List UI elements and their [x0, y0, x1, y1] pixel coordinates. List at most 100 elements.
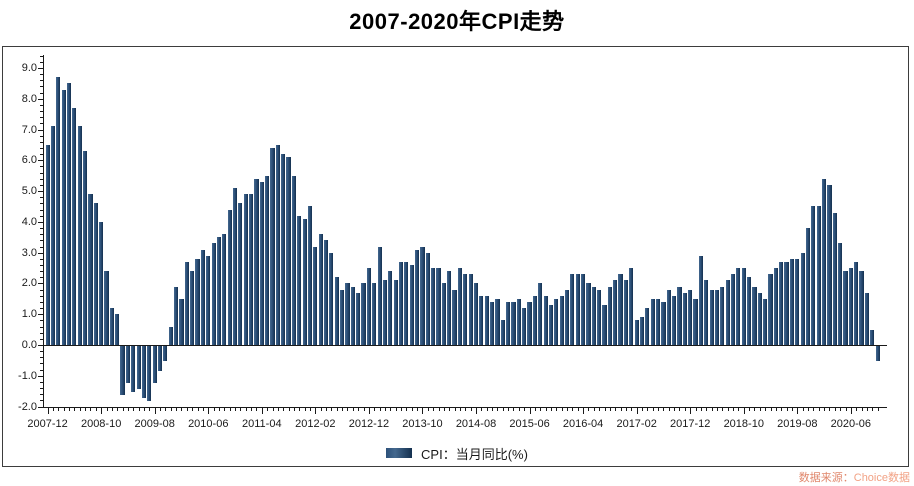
x-axis-minor-tick — [283, 408, 285, 411]
x-axis-minor-tick — [170, 408, 172, 411]
x-axis-minor-tick — [642, 408, 643, 411]
cpi-bar — [313, 246, 318, 345]
y-axis-line — [43, 55, 44, 408]
cpi-bar — [586, 283, 591, 345]
y-axis-minor-tick — [40, 357, 43, 359]
cpi-bar — [457, 268, 463, 345]
cpi-bar — [800, 252, 805, 345]
cpi-bar — [168, 326, 173, 345]
cpi-bar — [388, 271, 393, 345]
x-axis-minor-tick — [165, 408, 167, 411]
y-axis-major-tick — [38, 314, 43, 316]
y-axis-label: 3.0 — [21, 246, 37, 259]
y-axis-minor-tick — [40, 308, 43, 310]
data-source-name: Choice数据 — [853, 472, 910, 484]
cpi-bar — [93, 203, 98, 345]
cpi-bar — [789, 258, 795, 345]
x-axis-minor-tick — [791, 408, 793, 411]
cpi-bar — [548, 304, 554, 345]
x-axis-minor-tick — [625, 408, 627, 411]
x-axis-minor-tick — [524, 408, 526, 411]
y-axis-minor-tick — [40, 338, 43, 340]
cpi-bar — [575, 274, 580, 345]
cpi-bar — [613, 280, 618, 345]
cpi-bar — [163, 346, 168, 362]
cpi-bar — [248, 194, 254, 345]
cpi-bar — [730, 274, 736, 345]
cpi-bar — [827, 184, 832, 345]
cpi-bar — [104, 271, 109, 345]
y-axis-label: 4.0 — [21, 215, 37, 228]
x-axis-major-tick — [422, 408, 424, 414]
x-axis-minor-tick — [534, 408, 536, 411]
y-axis-major-tick — [38, 283, 43, 285]
x-axis-major-tick — [476, 408, 477, 414]
x-axis-minor-tick — [716, 408, 718, 411]
cpi-bar — [125, 346, 131, 383]
x-axis-minor-tick — [384, 408, 386, 411]
x-axis-minor-tick — [845, 408, 847, 411]
y-axis-minor-tick — [40, 295, 43, 297]
y-axis-minor-tick — [40, 246, 43, 248]
y-axis-minor-tick — [40, 301, 43, 303]
cpi-bar — [693, 298, 698, 345]
cpi-bar — [500, 320, 505, 345]
x-axis-major-tick — [636, 408, 638, 414]
x-axis-major-tick — [208, 408, 210, 414]
x-axis-minor-tick — [513, 408, 515, 411]
cpi-bar — [243, 194, 248, 345]
cpi-bar — [484, 295, 489, 345]
x-axis-minor-tick — [406, 408, 408, 411]
zero-baseline — [43, 345, 887, 346]
x-axis-minor-tick — [545, 408, 547, 411]
cpi-bar — [795, 258, 800, 345]
cpi-bar — [736, 268, 741, 345]
cpi-bar — [238, 203, 243, 345]
x-axis-minor-tick — [433, 408, 435, 411]
cpi-bar — [843, 271, 848, 345]
x-axis-minor-tick — [197, 408, 199, 411]
x-axis-minor-tick — [85, 408, 87, 411]
x-axis-minor-tick — [856, 408, 858, 411]
x-axis-major-tick — [47, 408, 49, 414]
x-axis-minor-tick — [588, 408, 590, 411]
cpi-bar — [468, 274, 473, 345]
y-axis-major-tick — [38, 375, 43, 377]
cpi-bar — [281, 154, 286, 345]
x-axis-minor-tick — [358, 408, 360, 411]
y-axis-minor-tick — [40, 135, 43, 137]
x-axis-minor-tick — [176, 408, 178, 411]
y-axis-minor-tick — [40, 351, 43, 353]
y-axis-minor-tick — [40, 148, 43, 149]
cpi-bar — [452, 289, 457, 345]
x-axis-label: 2014-08 — [455, 418, 497, 430]
cpi-bar — [677, 286, 682, 345]
x-axis-minor-tick — [352, 408, 354, 411]
x-axis-major-tick — [850, 408, 852, 414]
x-axis-minor-tick — [256, 408, 258, 411]
x-axis-major-tick — [261, 408, 263, 414]
x-axis-minor-tick — [561, 408, 563, 411]
cpi-bar — [752, 286, 757, 345]
x-axis-minor-tick — [218, 408, 220, 411]
y-axis-minor-tick — [40, 258, 43, 260]
cpi-bar — [366, 268, 371, 345]
y-axis-minor-tick — [40, 55, 43, 57]
y-axis-major-tick — [38, 160, 43, 162]
cpi-bar — [302, 218, 307, 345]
y-axis-minor-tick — [40, 172, 43, 174]
y-axis-major-tick — [38, 98, 43, 100]
cpi-bar — [152, 346, 157, 383]
x-axis-minor-tick — [749, 408, 751, 411]
y-axis-minor-tick — [40, 209, 43, 211]
x-axis-minor-tick — [293, 408, 295, 411]
cpi-bar — [50, 126, 56, 345]
cpi-bar — [270, 148, 275, 345]
x-axis-label: 2013-10 — [402, 418, 443, 430]
y-axis-major-tick — [38, 129, 43, 131]
legend: CPI：当月同比(%) — [0, 444, 914, 462]
x-axis-minor-tick — [674, 408, 676, 411]
y-axis-minor-tick — [40, 215, 43, 217]
x-axis-minor-tick — [609, 408, 611, 411]
y-axis-minor-tick — [40, 271, 43, 273]
